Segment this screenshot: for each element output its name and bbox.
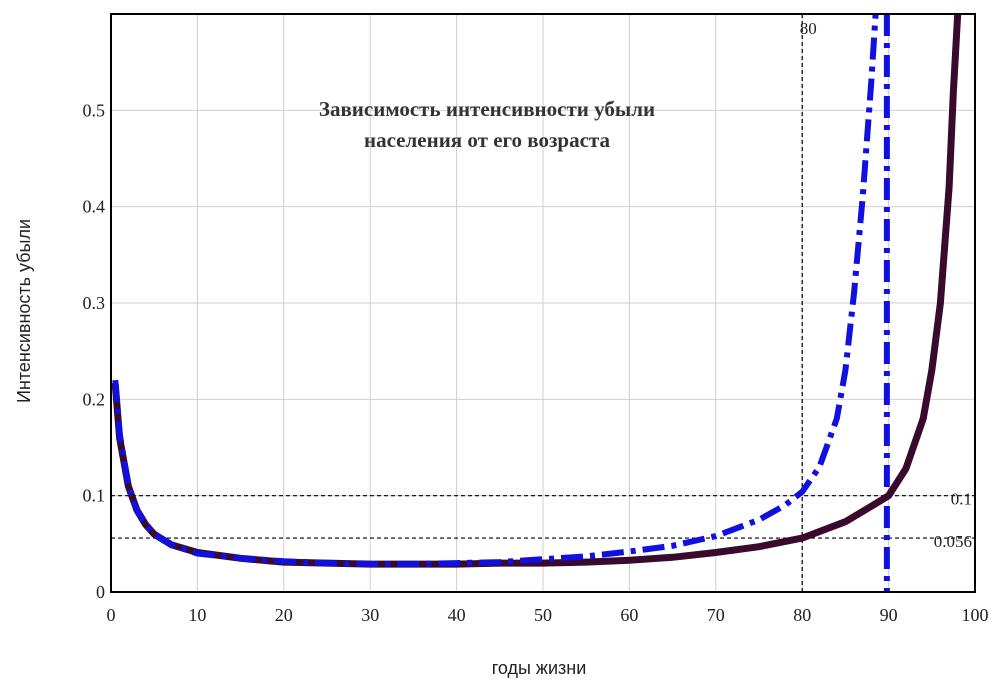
chart-title-line-2: населения от его возраста (364, 128, 610, 152)
plot-frame (110, 13, 976, 593)
y-tick-label: 0.2 (83, 389, 106, 409)
x-tick-label: 70 (707, 605, 725, 625)
dash-dot-mortality-curve (112, 14, 879, 568)
y-tick-label: 0.3 (83, 293, 106, 313)
y-tick-label: 0.4 (83, 197, 106, 217)
x-tick-label: 40 (448, 605, 466, 625)
reference-lines (111, 14, 975, 592)
y-tick-label: 0.5 (83, 100, 106, 120)
x-tick-label: 10 (188, 605, 206, 625)
y-axis-ticks: 0 0.1 0.2 0.3 0.4 0.5 (83, 100, 106, 602)
y-tick-label: 0.1 (83, 486, 106, 506)
x-tick-label: 60 (620, 605, 638, 625)
x-axis-label: годы жизни (492, 658, 587, 678)
x-tick-label: 90 (880, 605, 898, 625)
chart-title-line-1: Зависимость интенсивности убыли (319, 97, 655, 121)
x-tick-label: 30 (361, 605, 379, 625)
x-tick-label: 0 (107, 605, 116, 625)
y-axis-label: Интенсивность убыли (14, 219, 34, 403)
reference-line-labels: 80 0.1 0.056 (800, 19, 972, 551)
x-axis-ticks: 0 10 20 30 40 50 60 70 80 90 100 (107, 605, 989, 625)
reference-label-y-0.1: 0.1 (951, 490, 972, 509)
series-group (111, 14, 962, 592)
y-tick-label: 0 (96, 582, 105, 602)
x-tick-label: 20 (275, 605, 293, 625)
reference-label-y-0.056: 0.056 (934, 532, 972, 551)
x-tick-label: 100 (962, 605, 989, 625)
reference-label-x-80: 80 (800, 19, 817, 38)
x-tick-label: 50 (534, 605, 552, 625)
x-tick-label: 80 (793, 605, 811, 625)
